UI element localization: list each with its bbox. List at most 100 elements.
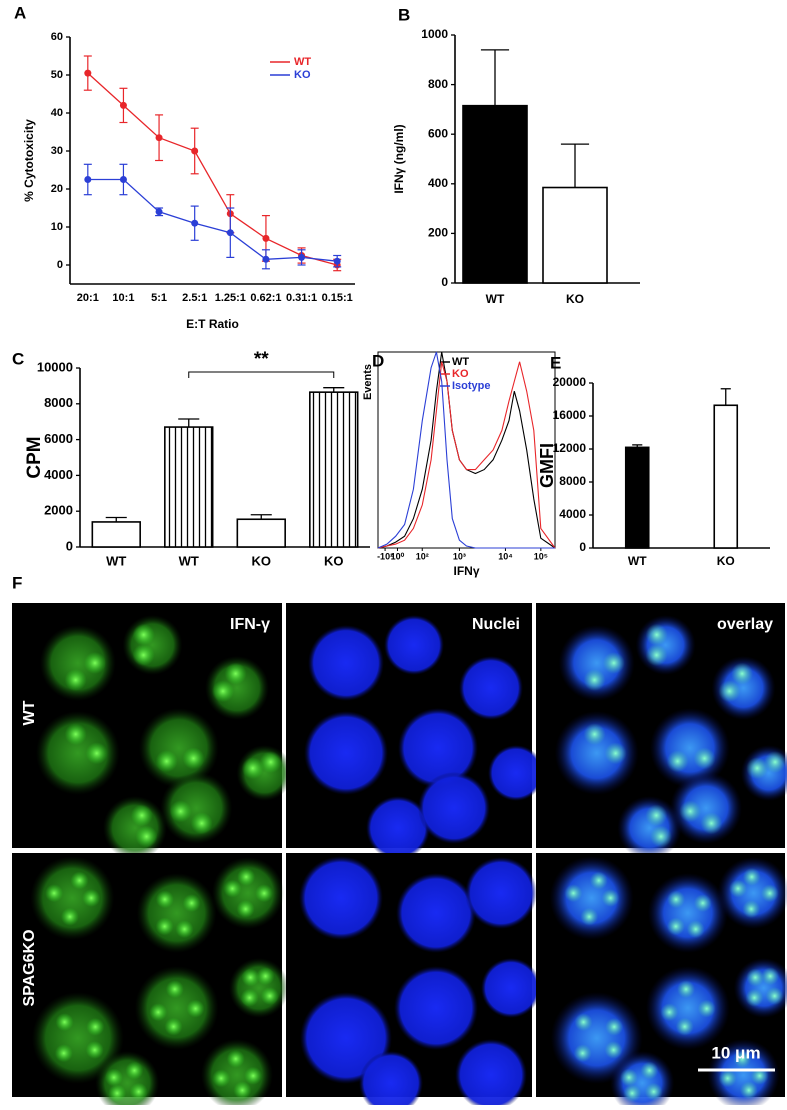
x-tick-label: WT <box>179 553 199 568</box>
cell <box>384 615 444 675</box>
signal-spot <box>64 723 87 746</box>
y-tick-label: 60 <box>51 31 63 43</box>
cell <box>549 856 634 940</box>
cell <box>398 708 478 788</box>
y-axis-title: IFNγ (ng/ml) <box>392 124 406 193</box>
y-tick-label: 600 <box>428 126 448 140</box>
cell <box>645 966 730 1050</box>
panel-label: B <box>398 5 410 24</box>
bar <box>462 104 528 284</box>
cell <box>554 711 639 795</box>
signal-spot <box>175 920 194 939</box>
signal-spot <box>233 1081 252 1100</box>
x-tick-label: -10² <box>377 551 393 561</box>
y-tick-label: 8000 <box>44 395 73 410</box>
cell <box>366 796 430 860</box>
signal-spot <box>82 889 101 907</box>
panel-label: C <box>12 349 24 368</box>
signal-spot <box>733 1049 752 1068</box>
signal-spot <box>601 889 620 907</box>
signal-spot <box>583 668 606 691</box>
scale-bar-label: 10 μm <box>711 1043 760 1062</box>
signal-spot <box>645 644 668 667</box>
y-tick-label: 30 <box>51 145 63 157</box>
signal-spot <box>155 917 174 936</box>
cell <box>455 1039 527 1110</box>
significance-label: ** <box>254 349 269 370</box>
micrograph-image <box>536 853 787 1110</box>
signal-spot <box>85 742 108 765</box>
signal-spot <box>729 879 748 898</box>
x-axis-title: E:T Ratio <box>186 317 239 331</box>
point <box>155 208 163 216</box>
column-label: Nuclei <box>472 616 520 633</box>
signal-spot <box>256 967 275 986</box>
signal-spot <box>125 1061 144 1080</box>
y-tick-label: 0 <box>441 275 448 289</box>
point <box>262 234 270 242</box>
signal-spot <box>666 917 685 936</box>
signal-spot <box>212 1069 231 1088</box>
point <box>191 147 199 155</box>
cell <box>30 856 115 940</box>
y-tick-label: 10000 <box>37 359 73 374</box>
signal-spot <box>574 1013 593 1032</box>
signal-spot <box>241 757 264 780</box>
signal-spot <box>742 900 761 919</box>
point <box>333 257 341 265</box>
signal-spot <box>746 757 769 780</box>
signal-spot <box>244 1066 263 1085</box>
signal-spot <box>686 920 705 939</box>
signal-spot <box>85 1040 104 1059</box>
signal-spot <box>45 884 64 903</box>
signal-spot <box>129 1082 148 1101</box>
signal-spot <box>190 812 213 835</box>
signal-spot <box>764 751 787 774</box>
signal-spot <box>604 1040 623 1059</box>
legend-label: WT <box>294 56 311 68</box>
cell <box>717 857 787 929</box>
legend-label: WT <box>452 356 469 368</box>
signal-spot <box>573 1044 592 1063</box>
x-tick-label: 0.31:1 <box>286 292 317 304</box>
micrograph-image <box>286 603 544 860</box>
y-tick-label: 20000 <box>553 375 587 389</box>
signal-spot <box>260 986 279 1005</box>
x-tick-label: 10:1 <box>112 292 134 304</box>
y-tick-label: 10 <box>51 221 63 233</box>
signal-spot <box>155 750 178 773</box>
signal-spot <box>644 1082 663 1101</box>
cell <box>134 966 219 1050</box>
panel-label: A <box>14 3 26 22</box>
y-tick-label: 0 <box>66 538 73 553</box>
point <box>262 255 270 263</box>
signal-spot <box>255 884 274 903</box>
signal-spot <box>677 980 696 999</box>
signal-spot <box>226 1049 245 1068</box>
signal-spot <box>169 800 192 823</box>
y-tick-label: 6000 <box>44 431 73 446</box>
signal-spot <box>700 812 723 835</box>
signal-spot <box>108 1084 127 1103</box>
signal-spot <box>693 894 712 913</box>
signal-spot <box>742 867 761 886</box>
signal-spot <box>666 750 689 773</box>
cell <box>465 857 537 929</box>
cell <box>558 625 635 701</box>
legend-label: KO <box>452 368 469 380</box>
signal-spot <box>640 1061 659 1080</box>
y-tick-label: 50 <box>51 69 63 81</box>
signal-spot <box>211 680 234 703</box>
point <box>84 69 92 77</box>
bar <box>236 518 286 548</box>
cell <box>396 873 476 953</box>
cell <box>201 1039 273 1110</box>
cell <box>35 711 120 795</box>
signal-spot <box>765 986 784 1005</box>
signal-spot <box>623 1084 642 1103</box>
row-label: WT <box>21 700 38 725</box>
cell <box>394 966 478 1050</box>
cell <box>635 615 696 675</box>
signal-spot <box>83 652 106 674</box>
signal-spot <box>589 871 608 890</box>
